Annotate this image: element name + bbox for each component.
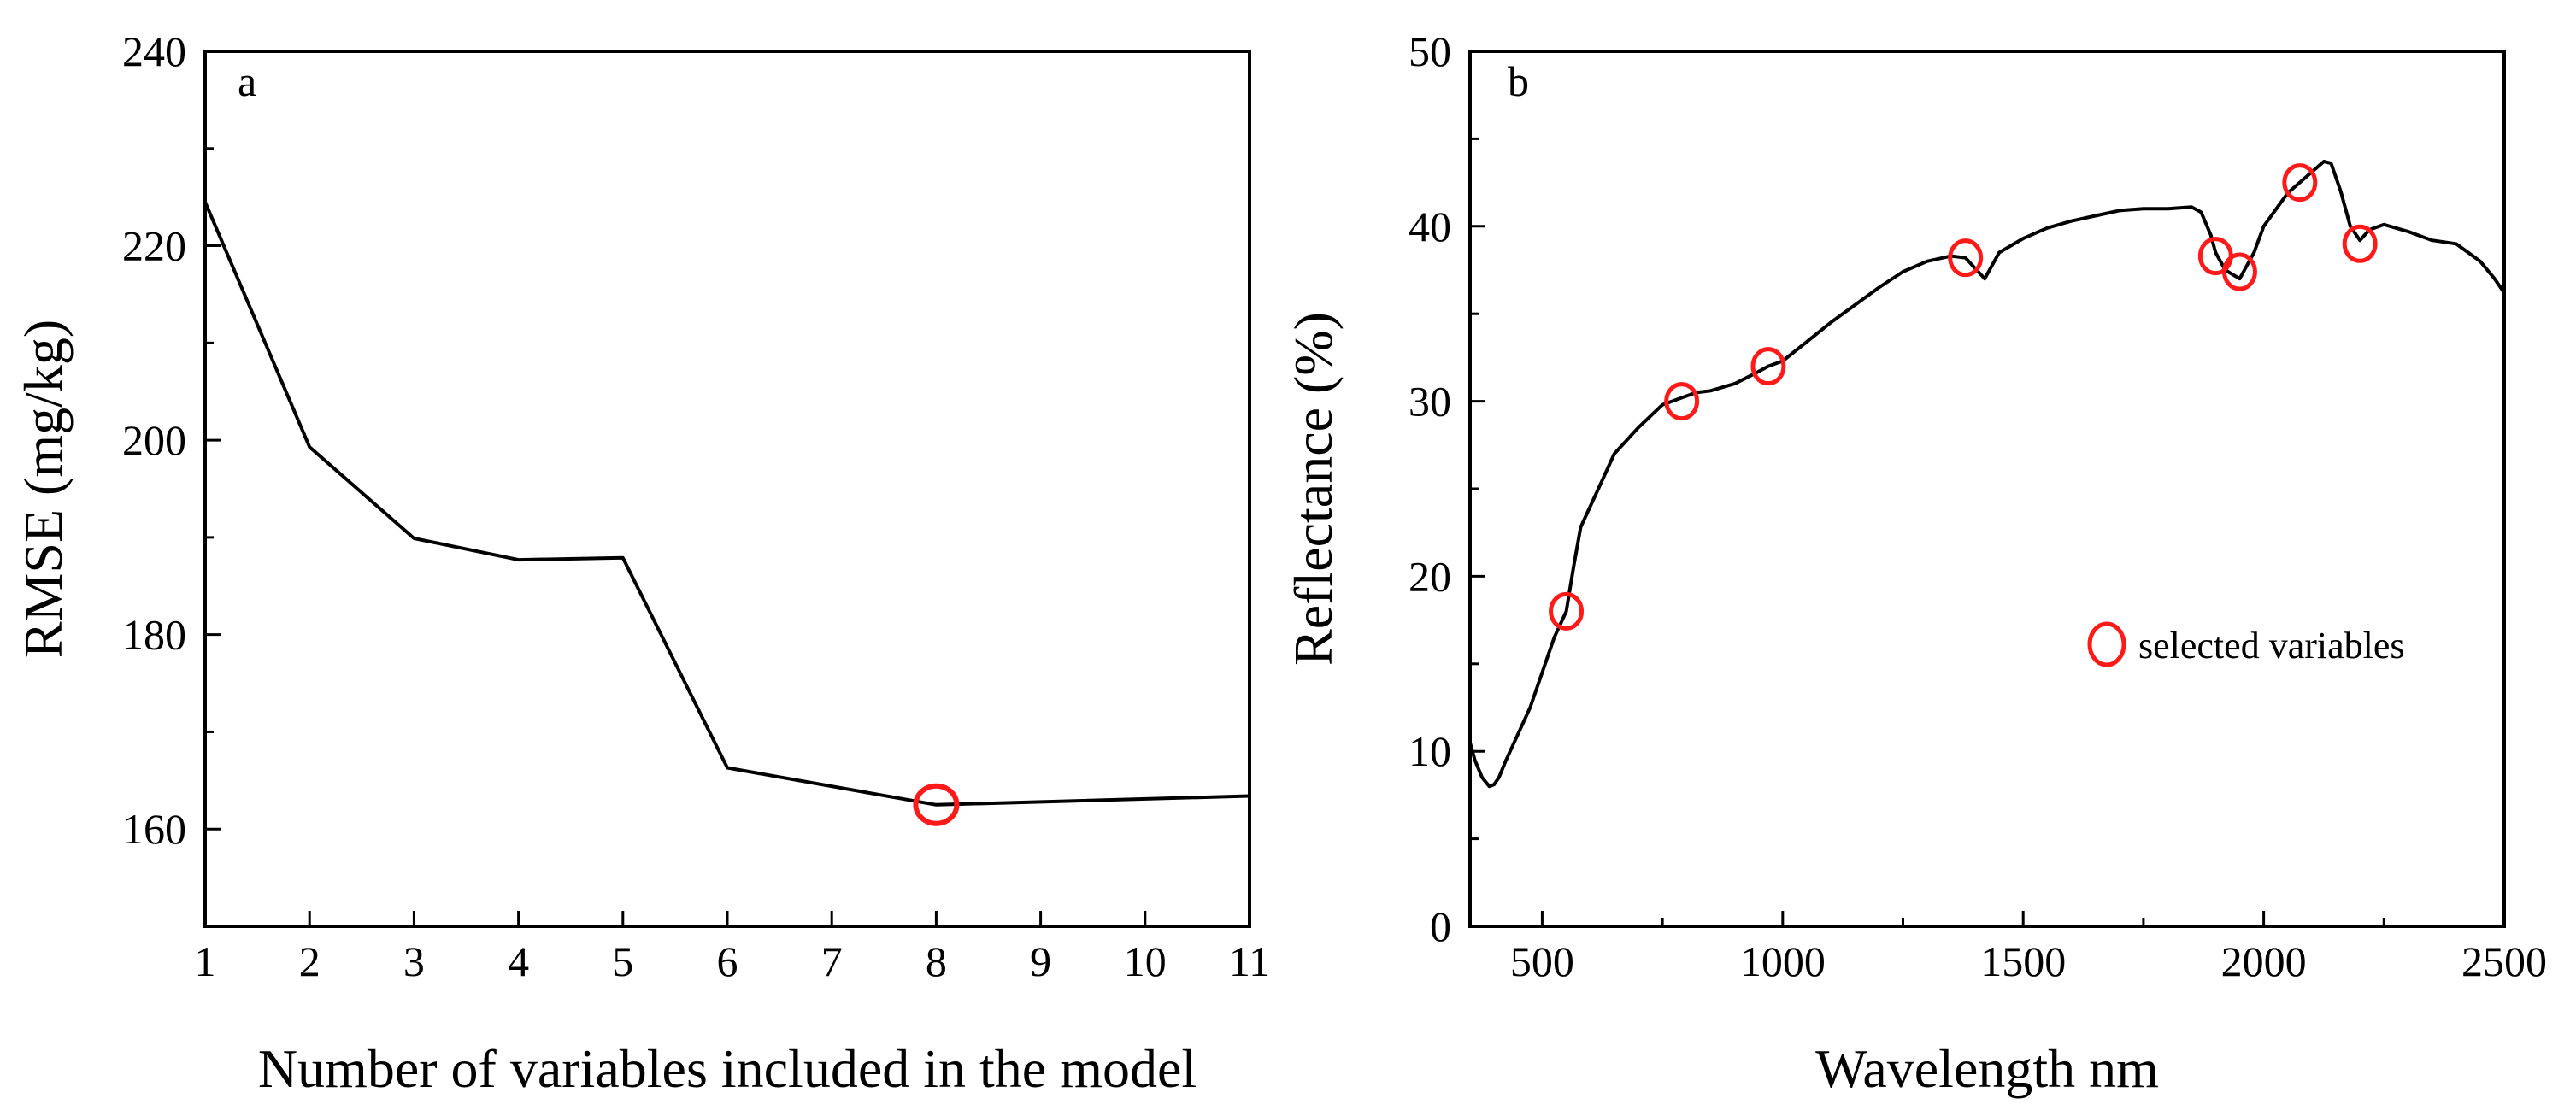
y-axis-ticks-a: 160 180 200 220 240 [122,27,221,853]
x-tick-label: 1000 [1740,937,1826,985]
selected-variable-marker [2282,163,2318,203]
y-axis-ticks-b: 0 10 20 30 40 50 [1409,27,1485,950]
x-tick-label: 1 [195,937,216,985]
x-tick-label: 1500 [1980,937,2066,985]
legend-label: selected variables [2138,625,2405,667]
selected-variable-marker [2221,252,2257,291]
x-tick-label: 2000 [2221,937,2307,985]
x-tick-label: 2 [299,937,321,985]
x-tick-label: 7 [821,937,843,985]
plot-frame-b [1468,50,2506,928]
x-tick-label: 5 [612,937,633,985]
x-tick-label: 2500 [2461,937,2547,985]
chart-panel-b: b 500 1000 1500 2000 2500 0 10 20 30 40 50 select… [1283,27,2547,1099]
y-tick-label: 40 [1409,203,1451,250]
x-tick-label: 6 [717,937,738,985]
series-reflectance [1468,160,2506,789]
series-line [1468,160,2506,789]
x-axis-ticks-a: 1 2 3 4 5 6 7 8 9 10 11 [195,911,1270,985]
y-axis-title-a: RMSE (mg/kg) [13,320,74,658]
y-tick-label: 160 [122,805,186,853]
highlight-markers-a [913,783,960,826]
selected-variable-markers [1549,163,2378,631]
y-tick-label: 10 [1409,727,1451,775]
selected-variable-marker [1549,591,1585,631]
panel-label-b: b [1508,57,1529,105]
plot-frame-a [203,50,1251,928]
x-axis-ticks-b: 500 1000 1500 2000 2500 [1510,911,2547,985]
selected-variable-marker [1750,347,1786,386]
legend-marker-icon [2087,621,2126,667]
panel-label-a: a [238,57,256,105]
selected-variable-marker [1664,382,1700,421]
chart-panel-a: a 1 2 3 4 5 6 7 8 9 10 11 160 180 200 220 240 Number o… [13,27,1270,1099]
y-axis-title-b: Reflectance (%) [1283,312,1344,666]
x-tick-label: 10 [1124,937,1167,985]
x-tick-label: 11 [1229,937,1270,985]
x-tick-label: 8 [926,937,947,985]
highlight-marker [913,783,960,826]
x-tick-label: 3 [403,937,425,985]
series-line [203,201,1250,807]
y-tick-label: 240 [122,27,186,75]
x-tick-label: 500 [1510,937,1574,985]
y-tick-label: 200 [122,416,186,464]
y-tick-label: 0 [1430,902,1451,950]
x-tick-label: 4 [508,937,529,985]
selected-variable-marker [2342,224,2378,263]
y-tick-label: 30 [1409,378,1451,426]
legend: selected variables [2087,621,2405,667]
selected-variable-marker [1948,238,1984,278]
x-axis-title-a: Number of variables included in the mode… [258,1038,1197,1099]
series-rmse [203,201,1250,807]
y-tick-label: 50 [1409,27,1451,75]
y-tick-label: 220 [122,222,186,270]
x-axis-title-b: Wavelength nm [1815,1038,2159,1099]
x-tick-label: 9 [1030,937,1051,985]
y-tick-label: 20 [1409,552,1451,600]
y-tick-label: 180 [122,611,186,659]
